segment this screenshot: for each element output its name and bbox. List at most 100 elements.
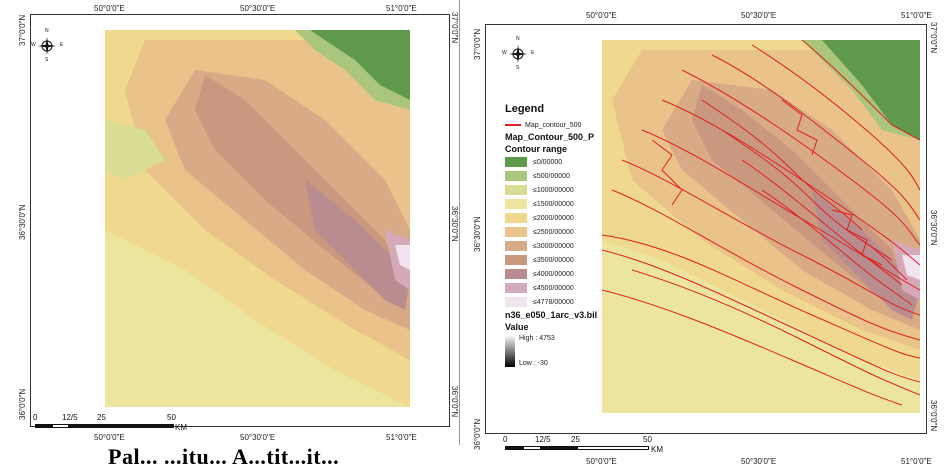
legend-class-label: ≤3000/00000 xyxy=(533,242,574,250)
scale-label: 12/5 xyxy=(62,413,78,422)
left-lat-tick: 36°0'0"N xyxy=(473,418,482,450)
north-label: N xyxy=(516,36,520,42)
right-contour-map xyxy=(602,40,920,413)
left-lat-tick: 36°30'0"N xyxy=(18,204,27,240)
legend-class-row: ≤1500/00000 xyxy=(505,197,605,211)
right-lat-tick: 37°0'0"N xyxy=(450,12,459,44)
legend-raster-name: n36_e050_1arc_v3.bil xyxy=(505,310,598,320)
legend-swatch xyxy=(505,269,527,279)
contour-line-swatch xyxy=(505,124,521,126)
legend-low: Low : -30 xyxy=(519,360,548,367)
legend-class-label: ≤500/00000 xyxy=(533,172,570,180)
legend-contour-line: Map_contour_500 xyxy=(505,119,605,131)
left-bottom-tick: 50°0'0"E xyxy=(94,433,125,442)
legend-class-row: ≤0/00000 xyxy=(505,155,605,169)
left-lat-tick: 37°0'0"N xyxy=(18,14,27,46)
legend-gradient: High : 4753 Low : -30 xyxy=(505,335,605,367)
legend-class-row: ≤2000/00000 xyxy=(505,211,605,225)
legend-high: High : 4753 xyxy=(519,335,555,342)
legend-swatch xyxy=(505,213,527,223)
legend-swatch xyxy=(505,297,527,307)
legend-class-label: ≤2000/00000 xyxy=(533,214,574,222)
legend-class-label: ≤4500/00000 xyxy=(533,284,574,292)
legend-class-label: ≤4000/00000 xyxy=(533,270,574,278)
legend-title: Legend xyxy=(505,103,545,115)
west-label: W xyxy=(31,42,36,48)
east-label: E xyxy=(531,50,535,56)
scale-bar: 0 12/5 25 50 KM xyxy=(503,436,665,460)
left-top-tick: 50°30'0"E xyxy=(240,4,276,13)
scale-bar: 0 12/5 25 50 KM xyxy=(33,414,187,438)
legend-class-row: ≤4500/00000 xyxy=(505,281,605,295)
legend-class-label: ≤4778/00000 xyxy=(533,298,574,306)
north-arrow-icon: N S W E xyxy=(31,29,63,63)
left-map-frame xyxy=(30,14,450,427)
legend-class-row: ≤500/00000 xyxy=(505,169,605,183)
north-arrow-icon: N S W E xyxy=(502,37,534,71)
right-bottom-tick: 51°0'0"E xyxy=(901,457,932,466)
legend-class-label: ≤3500/00000 xyxy=(533,256,574,264)
left-lat-tick: 36°0'0"N xyxy=(18,388,27,420)
scale-label: 25 xyxy=(97,413,106,422)
legend-value-title: Value xyxy=(505,322,529,332)
left-top-tick: 50°0'0"E xyxy=(94,4,125,13)
legend-swatch xyxy=(505,255,527,265)
left-bottom-tick: 50°30'0"E xyxy=(240,433,276,442)
legend-class-label: ≤1000/00000 xyxy=(533,186,574,194)
right-lat-tick: 36°0'0"N xyxy=(450,386,459,418)
scale-unit: KM xyxy=(651,445,663,454)
right-bottom-tick: 50°0'0"E xyxy=(586,457,617,466)
east-label: E xyxy=(60,42,64,48)
legend-class-row: ≤4000/00000 xyxy=(505,267,605,281)
legend-swatch xyxy=(505,185,527,195)
west-label: W xyxy=(502,50,507,56)
left-elevation-map xyxy=(105,30,410,407)
legend-class-label: ≤0/00000 xyxy=(533,158,563,166)
legend-class-row: ≤1000/00000 xyxy=(505,183,605,197)
scale-unit: KM xyxy=(175,423,187,432)
legend-range-title: Contour range xyxy=(505,144,567,154)
scale-label: 50 xyxy=(167,413,176,422)
scale-label: 25 xyxy=(571,435,580,444)
figure-caption: Pal... ...itu... A...tit...it... xyxy=(108,444,340,469)
right-map-frame xyxy=(485,24,927,434)
south-label: S xyxy=(516,65,520,71)
north-label: N xyxy=(45,28,49,34)
map-legend: Legend Map_contour_500 Map_Contour_500_P… xyxy=(505,103,605,367)
south-label: S xyxy=(45,57,49,63)
right-bottom-tick: 50°30'0"E xyxy=(741,457,777,466)
right-lat-tick: 36°0'0"N xyxy=(929,400,938,432)
legend-class-row: ≤3500/00000 xyxy=(505,253,605,267)
scale-label: 0 xyxy=(33,413,38,422)
scale-label: 12/5 xyxy=(535,435,551,444)
legend-class-row: ≤2500/00000 xyxy=(505,225,605,239)
scale-label: 0 xyxy=(503,435,508,444)
legend-class-label: ≤1500/00000 xyxy=(533,200,574,208)
left-map-panel: 50°0'0"E 50°30'0"E 51°0'0"E 50°0'0"E 50°… xyxy=(0,0,460,445)
right-lat-tick: 36°30'0"N xyxy=(450,206,459,242)
legend-swatch xyxy=(505,157,527,167)
legend-swatch xyxy=(505,171,527,181)
legend-class-row: ≤4778/00000 xyxy=(505,295,605,309)
right-lat-tick: 37°0'0"N xyxy=(929,22,938,54)
legend-line-label: Map_contour_500 xyxy=(525,121,582,129)
legend-class-row: ≤3000/00000 xyxy=(505,239,605,253)
left-lat-tick: 37°0'0"N xyxy=(473,28,482,60)
right-lat-tick: 36°30'0"N xyxy=(929,210,938,246)
legend-swatch xyxy=(505,199,527,209)
left-top-tick: 51°0'0"E xyxy=(386,4,417,13)
right-top-tick: 50°30'0"E xyxy=(741,11,777,20)
legend-swatch xyxy=(505,241,527,251)
legend-swatch xyxy=(505,283,527,293)
gradient-swatch xyxy=(505,335,515,367)
left-bottom-tick: 51°0'0"E xyxy=(386,433,417,442)
legend-layer-name: Map_Contour_500_P xyxy=(505,132,595,142)
right-top-tick: 51°0'0"E xyxy=(901,11,932,20)
legend-swatch xyxy=(505,227,527,237)
legend-class-label: ≤2500/00000 xyxy=(533,228,574,236)
legend-classes: ≤0/00000 ≤500/00000 ≤1000/00000 ≤1500/00000… xyxy=(505,155,605,309)
right-top-tick: 50°0'0"E xyxy=(586,11,617,20)
scale-label: 50 xyxy=(643,435,652,444)
left-lat-tick: 36°30'0"N xyxy=(473,216,482,252)
right-map-panel: 50°0'0"E 50°30'0"E 51°0'0"E 50°0'0"E 50°… xyxy=(471,0,944,466)
